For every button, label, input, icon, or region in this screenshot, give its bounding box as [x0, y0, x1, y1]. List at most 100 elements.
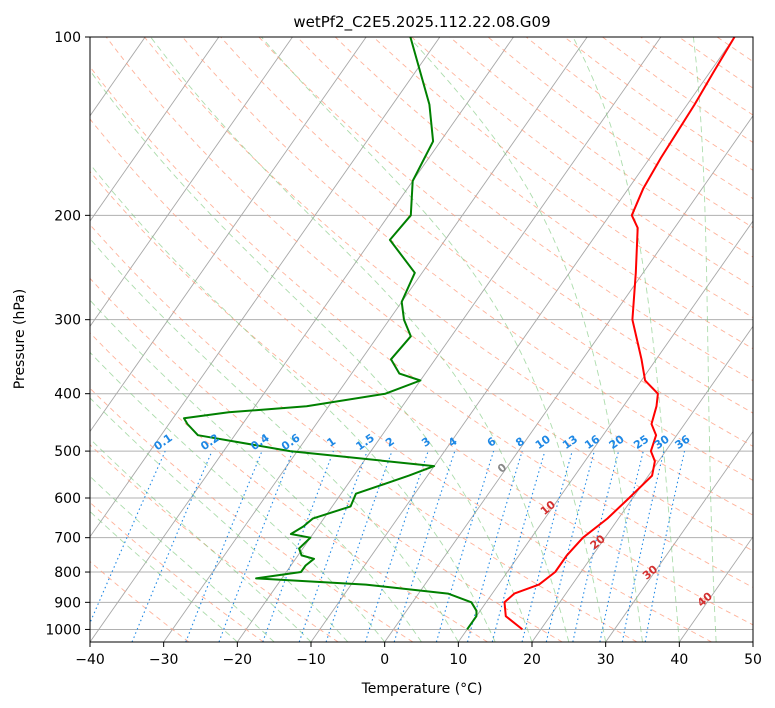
moist-adiabat-label: 20	[588, 532, 608, 552]
mixing-ratio-line	[621, 450, 665, 642]
y-tick-label: 700	[54, 531, 81, 547]
x-tick-label: 40	[670, 652, 688, 668]
dry-adiabat-line	[90, 332, 488, 642]
dry-adiabat-line	[90, 118, 753, 626]
mixing-ratio-line	[435, 450, 495, 642]
moist-adiabat-line	[90, 351, 386, 642]
isotherm-line	[90, 37, 367, 433]
x-tick-label: −20	[223, 652, 253, 668]
mixing-ratio-line	[491, 450, 546, 642]
profile-series	[183, 37, 736, 631]
mixing-ratio-line	[393, 450, 456, 642]
x-tick-label: 20	[523, 652, 541, 668]
dry-adiabat-line	[105, 37, 753, 552]
dry-adiabat-line	[182, 37, 753, 481]
dry-adiabat-line	[373, 37, 753, 319]
mixing-ratio-label: 10	[533, 432, 553, 452]
background-lines	[0, 37, 775, 642]
mixing-ratio-label: 20	[607, 432, 627, 452]
moist-adiabat-line	[90, 475, 275, 642]
isotherm-line	[163, 37, 588, 642]
temperature-profile-line	[503, 37, 736, 631]
isotherm-line	[384, 115, 753, 642]
isotherm-line	[678, 535, 753, 642]
y-tick-label: 100	[54, 30, 81, 46]
dry-adiabat-line	[602, 37, 753, 143]
x-tick-label: 10	[449, 652, 467, 668]
dry-adiabat-line	[258, 37, 753, 414]
y-tick-label: 1000	[45, 622, 81, 638]
mixing-ratio-line	[521, 450, 573, 642]
moist-adiabat-line	[90, 238, 459, 642]
mixing-ratio-line	[466, 450, 523, 642]
mixing-ratio-label: 36	[672, 432, 692, 452]
isotherm-line	[310, 37, 735, 642]
mixing-ratio-label: 4	[446, 435, 460, 450]
mixing-ratio-label: 16	[582, 432, 602, 452]
dry-adiabat-line	[296, 37, 753, 382]
moist-adiabat-line	[90, 510, 238, 642]
x-tick-label: −10	[296, 652, 326, 668]
plot-frame	[89, 36, 754, 643]
dry-adiabat-line	[90, 444, 339, 642]
moist-adiabat-line	[90, 397, 349, 642]
moist-adiabat-line	[90, 299, 422, 642]
dry-adiabat-line	[411, 37, 753, 288]
moist-adiabat-line	[150, 37, 570, 642]
mixing-ratio-line	[131, 450, 213, 642]
mixing-ratio-label: 30	[652, 432, 672, 452]
isotherm-line	[531, 325, 753, 642]
mixing-ratio-line	[262, 450, 334, 642]
y-tick-label: 500	[54, 444, 81, 460]
mixing-ratio-label: 0.4	[248, 431, 272, 453]
x-tick-label: −30	[149, 652, 179, 668]
dewpoint-profile-line	[183, 37, 478, 630]
x-tick-label: 0	[380, 652, 389, 668]
x-tick-label: 50	[744, 652, 762, 668]
dry-adiabat-line	[716, 37, 753, 63]
dry-adiabat-line	[487, 37, 753, 229]
isotherm-line	[90, 37, 220, 222]
mixing-ratio-label: 2	[383, 435, 397, 450]
mixing-ratio-line	[185, 450, 263, 642]
moist-adiabat-line	[90, 69, 533, 642]
isotherm-line	[457, 220, 753, 642]
dry-adiabat-line	[90, 224, 638, 642]
mixing-ratio-label: 6	[485, 435, 499, 450]
isotherm-line	[90, 37, 293, 328]
dry-adiabat-line	[90, 66, 753, 588]
moist-adiabat-label: 40	[695, 589, 715, 609]
isotherm-line	[90, 37, 441, 538]
mixing-ratio-line	[644, 450, 686, 642]
chart-title: wetPf2_C2E5.2025.112.22.08.G09	[293, 13, 550, 32]
mixing-ratio-line	[325, 450, 393, 642]
mixing-ratio-line	[218, 450, 294, 642]
moist-adiabat-label: 10	[538, 498, 558, 518]
moist-adiabat-label: 0	[495, 461, 509, 476]
y-axis-label: Pressure (hPa)	[12, 289, 28, 389]
y-tick-label: 400	[54, 387, 81, 403]
dry-adiabat-line	[90, 170, 712, 642]
dry-adiabat-line	[90, 277, 563, 642]
isotherm-line	[0, 37, 72, 642]
dry-adiabat-line	[449, 37, 753, 258]
mixing-ratio-line	[599, 450, 644, 642]
isotherm-line	[752, 641, 753, 642]
dry-adiabat-line	[678, 37, 753, 89]
y-tick-label: 800	[54, 565, 81, 581]
dry-adiabat-line	[144, 37, 753, 516]
moist-adiabat-line	[408, 37, 643, 642]
y-tick-label: 600	[54, 491, 81, 507]
x-tick-label: −40	[75, 652, 105, 668]
x-tick-label: 30	[597, 652, 615, 668]
moist-adiabat-line	[692, 37, 717, 642]
mixing-ratio-label: 0.2	[198, 431, 221, 453]
dry-adiabat-line	[755, 37, 775, 642]
moist-adiabat-line	[572, 37, 680, 642]
mixing-ratio-label: 1	[325, 435, 339, 450]
moist-adiabat-line	[90, 438, 312, 642]
y-tick-label: 300	[54, 313, 81, 329]
x-axis-label: Temperature (°C)	[361, 681, 483, 697]
